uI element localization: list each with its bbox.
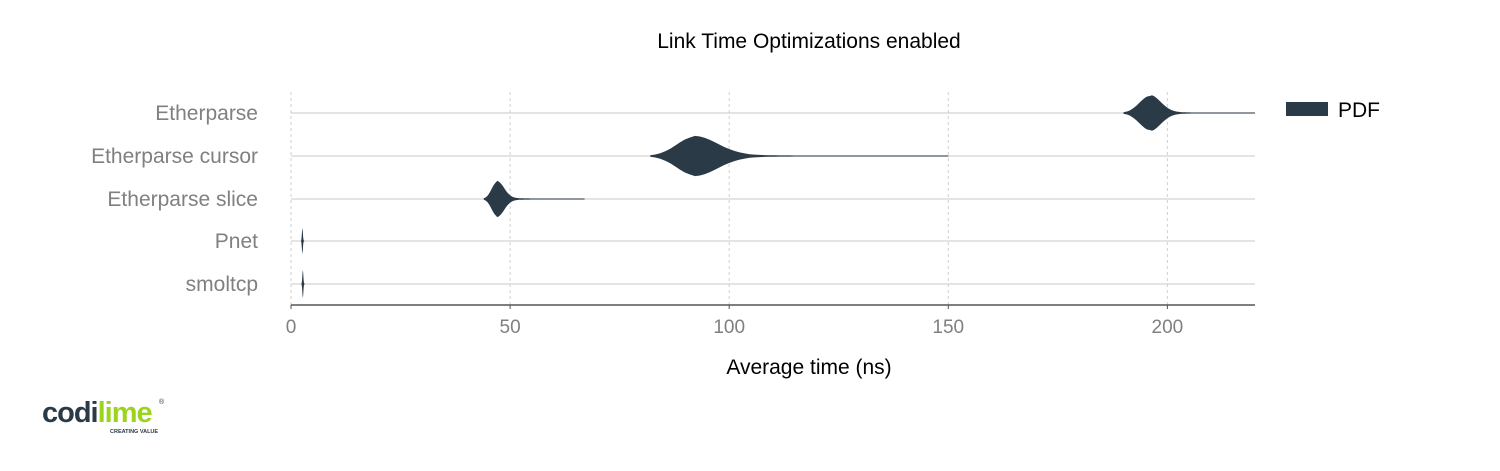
violins — [301, 95, 1255, 299]
x-tick-label: 50 — [500, 317, 521, 338]
y-tick-label: Etherparse slice — [107, 188, 258, 211]
y-tick-label: Etherparse cursor — [91, 145, 258, 168]
violin-etherparse-cursor — [650, 135, 949, 177]
svg-text:CREATING VALUE: CREATING VALUE — [110, 429, 158, 435]
x-tick-label: 0 — [286, 317, 297, 338]
violin-etherparse-slice — [483, 180, 585, 218]
legend-swatch — [1286, 102, 1328, 116]
y-tick-label: smoltcp — [186, 273, 258, 296]
y-tick-label: Etherparse — [155, 102, 258, 125]
legend-label: PDF — [1338, 99, 1380, 122]
svg-text:codilime: codilime — [42, 397, 153, 429]
x-tick-label: 100 — [713, 317, 745, 338]
y-tick-labels: Etherparse Etherparse cursor Etherparse sl… — [91, 102, 258, 296]
violin-smoltcp — [301, 269, 305, 299]
x-tick-labels: 0 50 100 150 200 — [286, 305, 1184, 338]
x-tick-label: 150 — [932, 317, 964, 338]
svg-text:®: ® — [159, 398, 165, 406]
x-tick-label: 200 — [1152, 317, 1184, 338]
legend: PDF — [1286, 99, 1380, 122]
violin-etherparse — [1123, 95, 1255, 131]
y-tick-label: Pnet — [215, 230, 258, 253]
chart-title: Link Time Optimizations enabled — [657, 30, 961, 53]
x-axis-label: Average time (ns) — [726, 356, 891, 379]
violin-pnet — [301, 227, 305, 255]
codilime-logo: codilime ® CREATING VALUE — [42, 397, 165, 435]
grid — [290, 92, 1255, 305]
